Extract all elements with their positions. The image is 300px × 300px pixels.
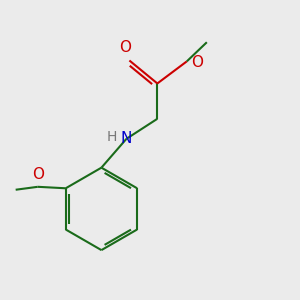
Text: H: H bbox=[106, 130, 117, 144]
Text: O: O bbox=[32, 167, 44, 182]
Text: O: O bbox=[119, 40, 131, 56]
Text: N: N bbox=[121, 131, 132, 146]
Text: O: O bbox=[191, 55, 203, 70]
